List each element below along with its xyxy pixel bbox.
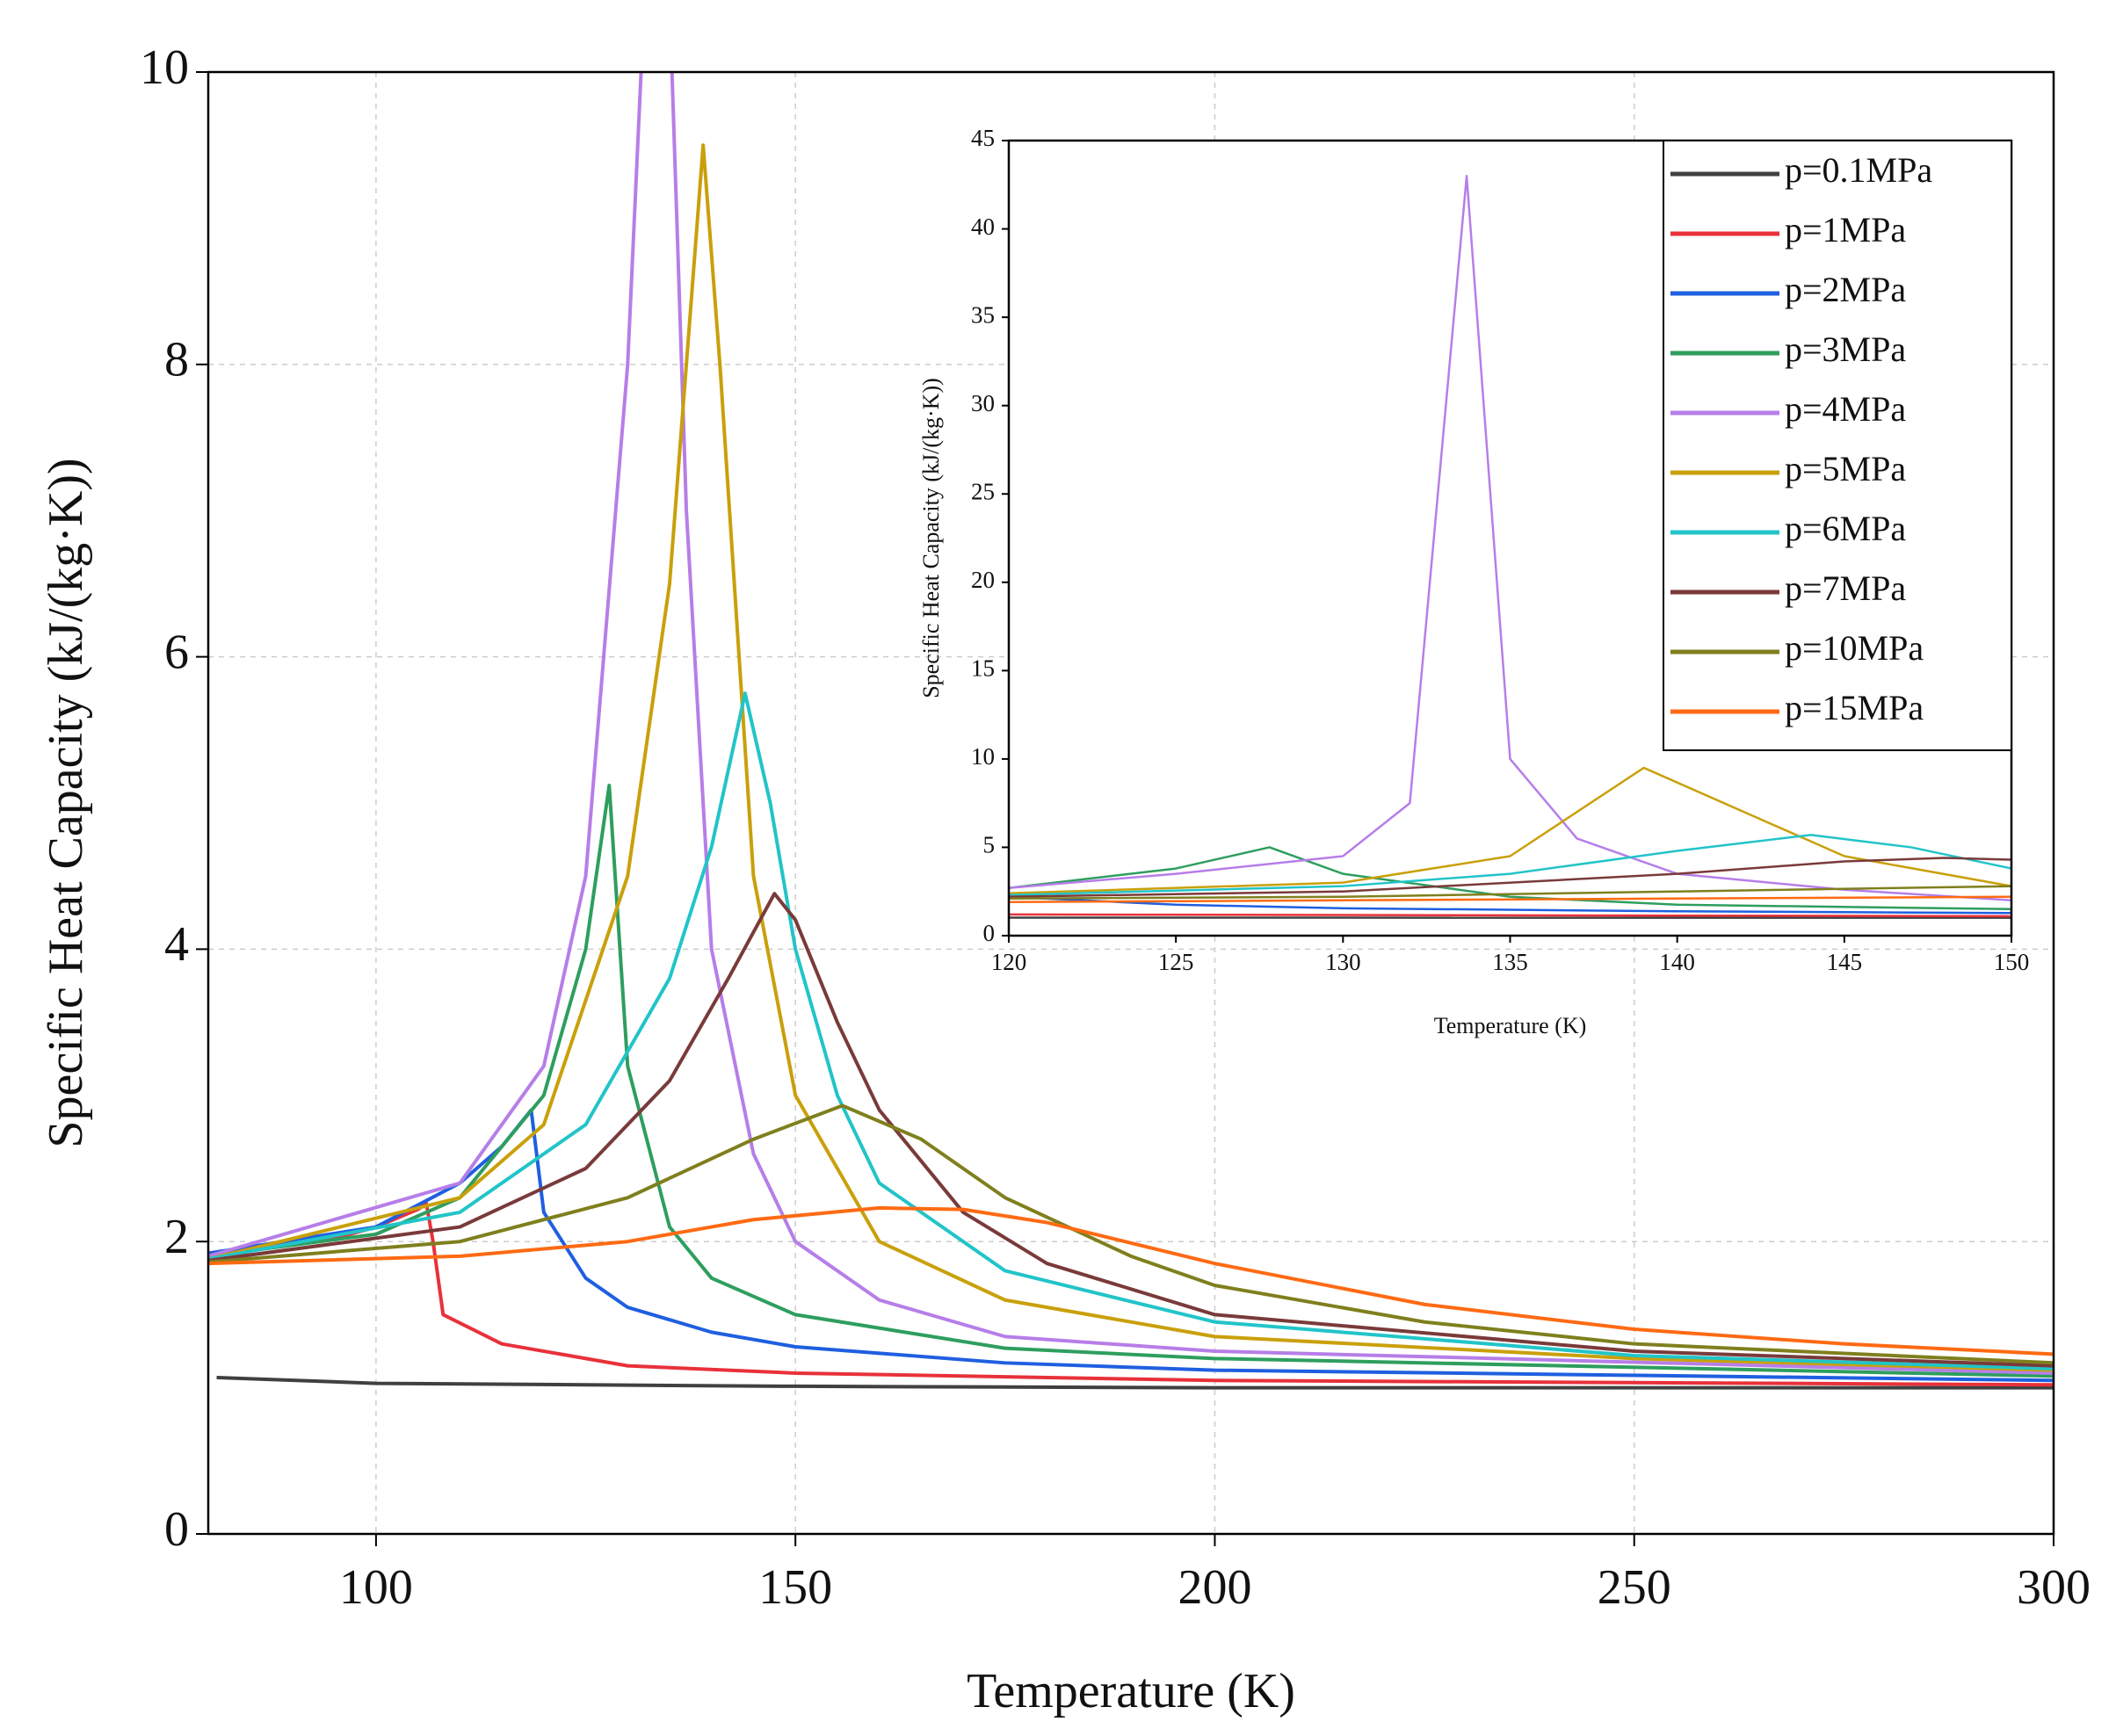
x-tick-label: 250 <box>1598 1560 1671 1615</box>
x-tick-label: 120 <box>991 949 1027 975</box>
series-line <box>208 72 2054 1375</box>
legend-box <box>1663 140 2012 751</box>
y-tick-label: 10 <box>140 40 189 95</box>
x-tick-label: 150 <box>758 1560 832 1615</box>
x-tick-label: 130 <box>1325 949 1361 975</box>
y-axis-title: Specific Heat Capacity (kJ/(kg·K)) <box>918 378 944 698</box>
series-line <box>1009 834 2011 896</box>
series-line <box>1009 913 2011 918</box>
x-tick-label: 300 <box>2017 1560 2091 1615</box>
y-tick-label: 2 <box>164 1210 189 1264</box>
x-tick-label: 140 <box>1659 949 1695 975</box>
series-line <box>1009 174 2011 902</box>
x-tick-label: 135 <box>1492 949 1528 975</box>
y-tick-label: 0 <box>164 1502 189 1557</box>
y-tick-label: 45 <box>971 125 995 151</box>
series-group <box>208 72 2054 1390</box>
x-tick-label: 145 <box>1827 949 1863 975</box>
legend-label: p=10MPa <box>1785 628 1924 668</box>
legend-label: p=0.1MPa <box>1785 150 1932 190</box>
legend-label: p=5MPa <box>1785 449 1906 488</box>
series-line <box>208 1103 2054 1365</box>
y-tick-label: 8 <box>164 333 189 387</box>
x-tick-label: 200 <box>1178 1560 1251 1615</box>
series-line <box>1009 885 2011 901</box>
y-tick-label: 6 <box>164 625 189 679</box>
y-tick-label: 25 <box>971 478 995 504</box>
y-tick-label: 30 <box>971 390 995 416</box>
y-tick-label: 5 <box>983 832 996 858</box>
y-tick-label: 0 <box>983 920 996 946</box>
series-line <box>1009 857 2011 899</box>
x-axis-title: Temperature (K) <box>967 1664 1295 1718</box>
x-tick-label: 100 <box>339 1560 413 1615</box>
legend-label: p=1MPa <box>1785 210 1906 250</box>
series-line <box>208 143 2054 1372</box>
legend-label: p=2MPa <box>1785 270 1906 309</box>
y-tick-label: 4 <box>164 917 189 972</box>
series-line <box>216 1375 2054 1390</box>
y-tick-label: 10 <box>971 743 995 770</box>
legend-label: p=4MPa <box>1785 389 1906 429</box>
series-line <box>208 1205 2054 1356</box>
legend-label: p=7MPa <box>1785 568 1906 608</box>
legend-label: p=15MPa <box>1785 688 1924 727</box>
x-tick-label: 125 <box>1158 949 1194 975</box>
plot-frame <box>207 70 2055 1536</box>
y-tick-label: 20 <box>971 567 995 593</box>
series-line <box>1009 846 2011 911</box>
y-tick-label: 35 <box>971 301 995 328</box>
x-tick-label: 150 <box>1994 949 2030 975</box>
series-group <box>1009 174 2011 919</box>
series-line <box>1009 766 2011 894</box>
y-tick-label: 15 <box>971 655 995 682</box>
series-line <box>208 691 2054 1371</box>
series-line <box>1009 895 2011 904</box>
y-axis-title: Specific Heat Capacity (kJ/(kg·K)) <box>39 458 93 1147</box>
x-axis-title: Temperature (K) <box>1434 1013 1587 1038</box>
y-tick-label: 40 <box>971 213 995 240</box>
legend-label: p=3MPa <box>1785 329 1906 369</box>
series-line <box>208 892 2054 1368</box>
legend-label: p=6MPa <box>1785 509 1906 548</box>
